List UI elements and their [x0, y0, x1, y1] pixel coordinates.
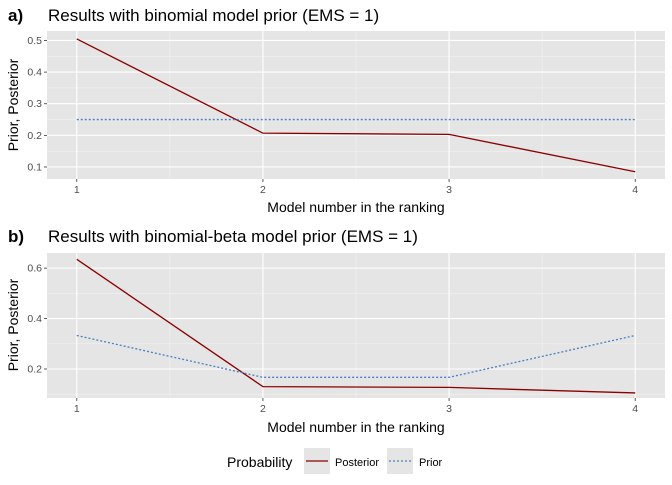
- x-tick-label: 2: [260, 403, 266, 415]
- panel-a-posterior-line: [76, 38, 636, 173]
- y-tick-label: 0.5: [27, 35, 42, 47]
- y-tick-label: 0.2: [27, 364, 42, 376]
- panel-a: a) Results with binomial model prior (EM…: [5, 6, 665, 215]
- x-tick-label: 3: [446, 403, 452, 415]
- panel-b-tag: b): [8, 227, 24, 246]
- panel-b-y-ticks: 0.2 0.4 0.6: [27, 263, 47, 376]
- panel-b-x-axis-label: Model number in the ranking: [267, 419, 444, 435]
- panel-b-prior-line: [76, 334, 636, 378]
- panel-a-x-ticks: 1 2 3 4: [74, 179, 638, 196]
- panel-b: b) Results with binomial-beta model prio…: [5, 227, 665, 435]
- panel-b-x-ticks: 1 2 3 4: [74, 398, 638, 415]
- panel-a-x-axis-label: Model number in the ranking: [267, 199, 444, 215]
- panel-b-title: Results with binomial-beta model prior (…: [48, 227, 418, 246]
- x-tick-label: 2: [260, 184, 266, 196]
- panel-b-series: [76, 258, 636, 394]
- panel-a-series: [76, 38, 636, 173]
- legend-prior-label: Prior: [419, 457, 443, 469]
- x-tick-label: 1: [74, 403, 80, 415]
- panel-a-title: Results with binomial model prior (EMS =…: [48, 6, 379, 25]
- y-tick-label: 0.4: [27, 313, 42, 325]
- y-tick-label: 0.4: [27, 67, 42, 79]
- x-tick-label: 4: [632, 403, 638, 415]
- panel-a-grid: [47, 31, 665, 179]
- legend-posterior-label: Posterior: [335, 457, 379, 469]
- panel-a-tag: a): [8, 6, 23, 25]
- panel-b-posterior-line: [76, 258, 636, 394]
- y-tick-label: 0.2: [27, 130, 42, 142]
- panel-b-y-axis-label: Prior, Posterior: [5, 278, 21, 371]
- x-tick-label: 4: [632, 184, 638, 196]
- legend-title: Probability: [227, 454, 292, 470]
- legend-key-prior: [387, 448, 413, 474]
- x-tick-label: 1: [74, 184, 80, 196]
- panel-b-grid: [47, 253, 665, 398]
- y-tick-label: 0.6: [27, 263, 42, 275]
- y-tick-label: 0.1: [27, 161, 42, 173]
- legend: Probability Posterior Prior: [227, 448, 443, 474]
- x-tick-label: 3: [446, 184, 452, 196]
- y-tick-label: 0.3: [27, 98, 42, 110]
- panel-a-y-axis-label: Prior, Posterior: [5, 58, 21, 151]
- panel-a-y-ticks: 0.1 0.2 0.3 0.4 0.5: [27, 35, 47, 173]
